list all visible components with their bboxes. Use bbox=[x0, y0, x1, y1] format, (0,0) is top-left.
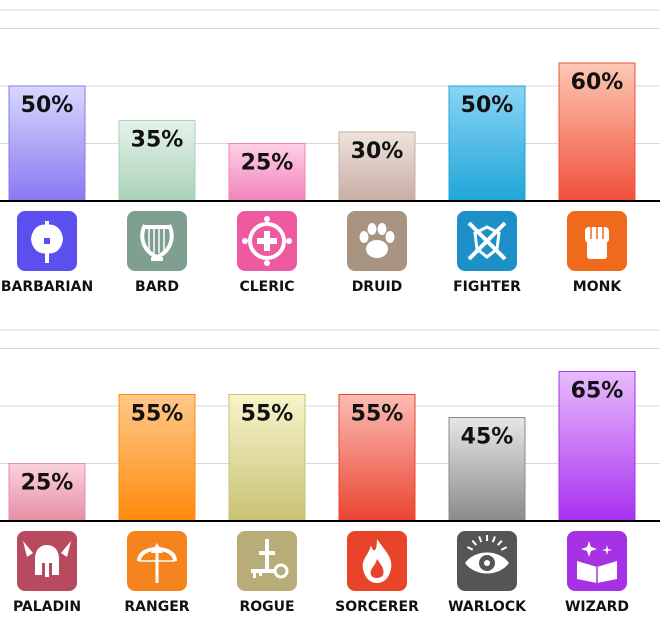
category-label: WARLOCK bbox=[448, 599, 527, 615]
category-label: FIGHTER bbox=[453, 279, 521, 295]
flame-icon bbox=[347, 531, 407, 591]
bar-sorcerer bbox=[338, 394, 416, 522]
chart-panel-top: 50% BARBARIAN 35% BARD 25% CLERIC 30% DRUID 50% F… bbox=[0, 9, 660, 295]
category-label: SORCERER bbox=[335, 599, 419, 615]
category-label: DRUID bbox=[352, 279, 403, 295]
bar-chart-top: 50% BARBARIAN 35% BARD 25% CLERIC 30% DRUID 50% F… bbox=[0, 9, 660, 295]
category-label: PALADIN bbox=[13, 599, 81, 615]
bow-and-arrow-icon bbox=[127, 531, 187, 591]
bar-wizard bbox=[558, 371, 636, 522]
bar-value-label: 55% bbox=[131, 402, 184, 427]
category-label: RANGER bbox=[124, 599, 189, 615]
bar-value-label: 60% bbox=[571, 70, 624, 95]
category-label: ROGUE bbox=[239, 599, 294, 615]
bar-rogue bbox=[228, 394, 306, 522]
bar-monk bbox=[558, 62, 636, 202]
double-axe-icon bbox=[17, 211, 77, 271]
bar-value-label: 50% bbox=[461, 93, 514, 118]
chart-panel-bottom: 25% PALADIN 55% RANGER 55% ROGUE 55% SORCERER 45… bbox=[0, 320, 660, 640]
bar-ranger bbox=[118, 394, 196, 522]
bar-value-label: 25% bbox=[241, 151, 294, 176]
bar-value-label: 35% bbox=[131, 128, 184, 153]
raised-fist-icon bbox=[567, 211, 627, 271]
category-label: WIZARD bbox=[565, 599, 629, 615]
category-label: BARD bbox=[135, 279, 179, 295]
bar-chart-bottom: 25% PALADIN 55% RANGER 55% ROGUE 55% SORCERER 45… bbox=[0, 329, 660, 615]
holy-symbol-icon bbox=[237, 211, 297, 271]
bar-warlock bbox=[448, 417, 526, 522]
bar-value-label: 55% bbox=[351, 402, 404, 427]
bar-value-label: 55% bbox=[241, 402, 294, 427]
category-label: CLERIC bbox=[239, 279, 294, 295]
bar-value-label: 25% bbox=[21, 471, 74, 496]
bar-value-label: 30% bbox=[351, 139, 404, 164]
lyre-icon bbox=[127, 211, 187, 271]
bar-bard bbox=[118, 120, 196, 202]
paw-print-icon bbox=[347, 211, 407, 271]
category-label: BARBARIAN bbox=[1, 279, 93, 295]
bar-value-label: 65% bbox=[571, 379, 624, 404]
crossed-swords-shield-icon bbox=[457, 211, 517, 271]
bar-value-label: 45% bbox=[461, 425, 514, 450]
bar-value-label: 50% bbox=[21, 93, 74, 118]
dagger-and-key-icon bbox=[237, 531, 297, 591]
bar-barbarian bbox=[8, 85, 86, 202]
eye-icon bbox=[457, 531, 517, 591]
category-label: MONK bbox=[573, 279, 623, 295]
winged-helmet-icon bbox=[17, 531, 77, 591]
spellbook-icon bbox=[567, 531, 627, 591]
